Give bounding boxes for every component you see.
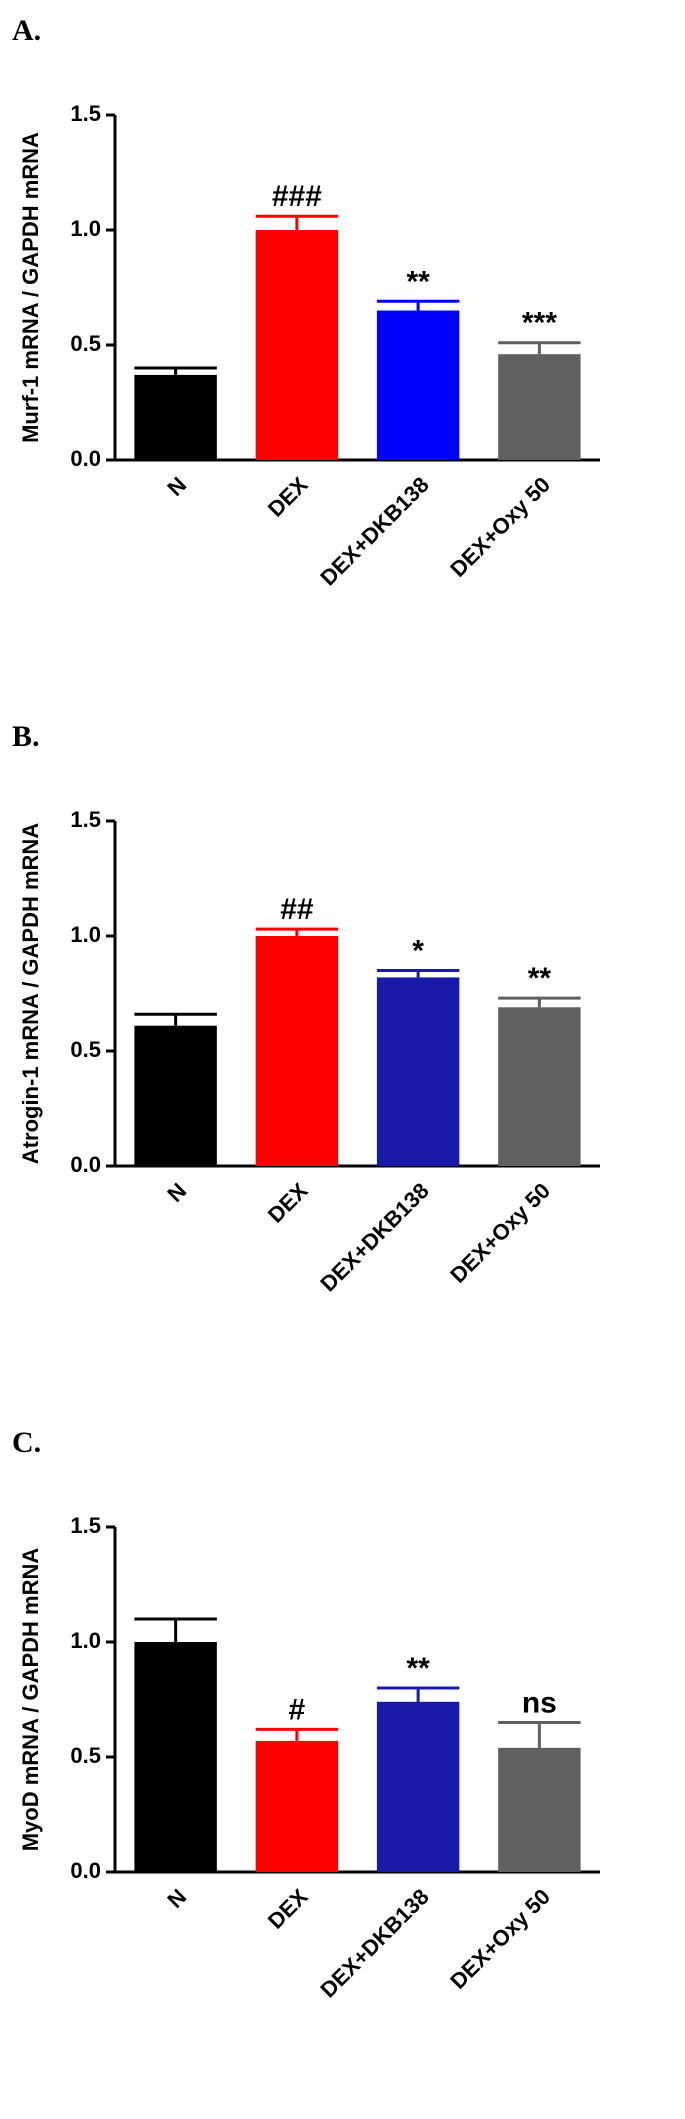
significance-label: ns [522,1687,557,1720]
bar [255,1740,339,1872]
x-tick-label: DEX+Oxy 50 [445,1884,555,1994]
x-tick-label: DEX [263,472,313,522]
x-tick-label: N [162,1884,191,1913]
bar [134,1025,217,1166]
x-tick-label: DEX+DKB138 [315,1178,433,1296]
panel-label: B. [12,720,40,753]
bar [255,936,339,1166]
y-tick-label: 0.0 [70,446,101,471]
bar [498,354,581,460]
bar [255,230,339,460]
significance-label: * [412,935,424,968]
y-tick-label: 1.5 [70,1513,101,1538]
y-tick-label: 0.5 [70,1743,101,1768]
y-tick-label: 1.5 [70,101,101,126]
significance-label: ** [406,265,430,298]
chart-panel: B. Atrogin-1 mRNA / GAPDH mRNA 0.0 0.5 1.0 1.… [12,720,600,1296]
y-tick-label: 1.0 [70,922,101,947]
x-tick-label: DEX [263,1884,313,1934]
x-tick-label: N [162,1178,191,1207]
bar [134,1642,217,1872]
bar [134,374,217,460]
y-tick-label: 1.0 [70,216,101,241]
significance-label: ## [280,893,314,926]
bar [376,1701,460,1872]
significance-label: ### [272,180,322,213]
y-axis-label: Murf-1 mRNA / GAPDH mRNA [18,132,43,443]
bar [498,1007,581,1166]
y-tick-label: 1.5 [70,807,101,832]
y-tick-label: 1.0 [70,1628,101,1653]
chart-panel: A. Murf-1 mRNA / GAPDH mRNA 0.0 0.5 1.0 1.5 N #… [12,14,600,590]
bar [376,977,460,1166]
significance-label: # [289,1693,306,1726]
x-tick-label: DEX [263,1178,313,1228]
x-tick-label: N [162,472,191,501]
y-tick-label: 0.5 [70,331,101,356]
bar [376,310,460,460]
x-tick-label: DEX+Oxy 50 [445,472,555,582]
y-axis-label: Atrogin-1 mRNA / GAPDH mRNA [18,823,43,1165]
y-tick-label: 0.5 [70,1037,101,1062]
y-tick-label: 0.0 [70,1858,101,1883]
x-tick-label: DEX+Oxy 50 [445,1178,555,1288]
x-tick-label: DEX+DKB138 [315,472,433,590]
significance-label: ** [406,1652,430,1685]
x-tick-label: DEX+DKB138 [315,1884,433,2002]
bar [498,1747,581,1872]
chart-panel: C. MyoD mRNA / GAPDH mRNA 0.0 0.5 1.0 1.5 N # DE… [12,1426,600,2002]
significance-label: *** [522,307,557,340]
significance-label: ** [528,962,552,995]
panel-label: C. [12,1426,41,1459]
y-tick-label: 0.0 [70,1152,101,1177]
panel-label: A. [12,14,41,47]
y-axis-label: MyoD mRNA / GAPDH mRNA [18,1548,43,1852]
